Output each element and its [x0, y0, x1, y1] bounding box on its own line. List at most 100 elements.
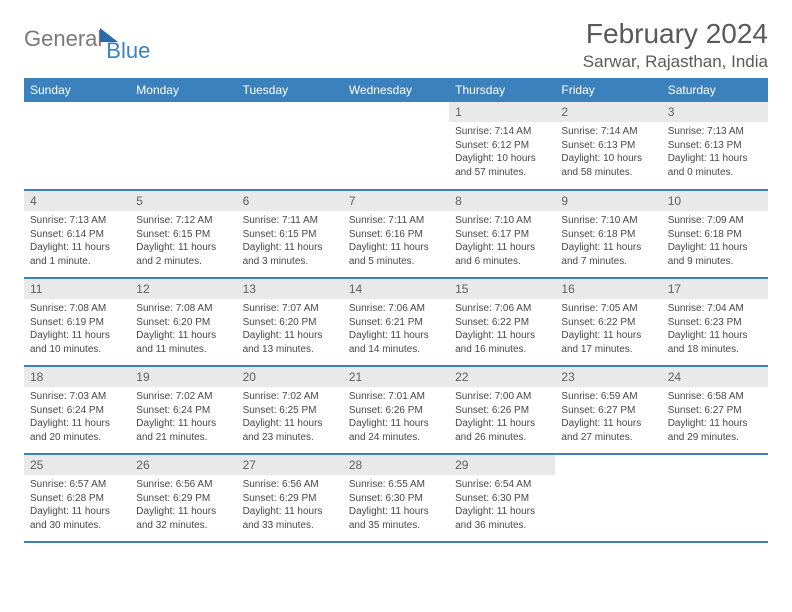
day-cell: 28Sunrise: 6:55 AMSunset: 6:30 PMDayligh…: [343, 454, 449, 542]
day-number: 16: [555, 279, 661, 299]
sunrise-text: Sunrise: 7:10 AM: [455, 214, 549, 228]
day-content: Sunrise: 7:00 AMSunset: 6:26 PMDaylight:…: [449, 387, 555, 448]
month-title: February 2024: [583, 18, 768, 50]
day-cell: [130, 102, 236, 190]
day-cell: 8Sunrise: 7:10 AMSunset: 6:17 PMDaylight…: [449, 190, 555, 278]
sunset-text: Sunset: 6:22 PM: [561, 316, 655, 330]
daylight-text: Daylight: 11 hours and 13 minutes.: [243, 329, 337, 356]
day-cell: 19Sunrise: 7:02 AMSunset: 6:24 PMDayligh…: [130, 366, 236, 454]
daylight-text: Daylight: 11 hours and 6 minutes.: [455, 241, 549, 268]
sunrise-text: Sunrise: 7:06 AM: [349, 302, 443, 316]
daylight-text: Daylight: 11 hours and 23 minutes.: [243, 417, 337, 444]
sunset-text: Sunset: 6:24 PM: [136, 404, 230, 418]
daylight-text: Daylight: 11 hours and 18 minutes.: [668, 329, 762, 356]
daylight-text: Daylight: 11 hours and 21 minutes.: [136, 417, 230, 444]
daylight-text: Daylight: 11 hours and 14 minutes.: [349, 329, 443, 356]
sunrise-text: Sunrise: 7:08 AM: [136, 302, 230, 316]
day-cell: 25Sunrise: 6:57 AMSunset: 6:28 PMDayligh…: [24, 454, 130, 542]
day-cell: 18Sunrise: 7:03 AMSunset: 6:24 PMDayligh…: [24, 366, 130, 454]
day-cell: 16Sunrise: 7:05 AMSunset: 6:22 PMDayligh…: [555, 278, 661, 366]
daylight-text: Daylight: 11 hours and 5 minutes.: [349, 241, 443, 268]
daylight-text: Daylight: 10 hours and 58 minutes.: [561, 152, 655, 179]
dow-wednesday: Wednesday: [343, 78, 449, 102]
day-number: 26: [130, 455, 236, 475]
day-cell: 7Sunrise: 7:11 AMSunset: 6:16 PMDaylight…: [343, 190, 449, 278]
day-content: Sunrise: 7:09 AMSunset: 6:18 PMDaylight:…: [662, 211, 768, 272]
day-number: 23: [555, 367, 661, 387]
sunset-text: Sunset: 6:30 PM: [349, 492, 443, 506]
week-row: 4Sunrise: 7:13 AMSunset: 6:14 PMDaylight…: [24, 190, 768, 278]
daylight-text: Daylight: 11 hours and 7 minutes.: [561, 241, 655, 268]
day-content: Sunrise: 7:02 AMSunset: 6:24 PMDaylight:…: [130, 387, 236, 448]
sunset-text: Sunset: 6:20 PM: [243, 316, 337, 330]
day-content: Sunrise: 7:10 AMSunset: 6:18 PMDaylight:…: [555, 211, 661, 272]
day-cell: [662, 454, 768, 542]
day-cell: [237, 102, 343, 190]
day-cell: [555, 454, 661, 542]
calendar-table: Sunday Monday Tuesday Wednesday Thursday…: [24, 78, 768, 543]
day-content: Sunrise: 7:05 AMSunset: 6:22 PMDaylight:…: [555, 299, 661, 360]
sunrise-text: Sunrise: 6:56 AM: [136, 478, 230, 492]
sunrise-text: Sunrise: 7:10 AM: [561, 214, 655, 228]
day-number: 14: [343, 279, 449, 299]
sunrise-text: Sunrise: 7:04 AM: [668, 302, 762, 316]
day-content: Sunrise: 6:56 AMSunset: 6:29 PMDaylight:…: [237, 475, 343, 536]
daylight-text: Daylight: 11 hours and 10 minutes.: [30, 329, 124, 356]
dow-saturday: Saturday: [662, 78, 768, 102]
daylight-text: Daylight: 11 hours and 2 minutes.: [136, 241, 230, 268]
day-content: Sunrise: 7:12 AMSunset: 6:15 PMDaylight:…: [130, 211, 236, 272]
day-cell: 21Sunrise: 7:01 AMSunset: 6:26 PMDayligh…: [343, 366, 449, 454]
day-content: Sunrise: 6:55 AMSunset: 6:30 PMDaylight:…: [343, 475, 449, 536]
daylight-text: Daylight: 11 hours and 29 minutes.: [668, 417, 762, 444]
day-cell: 20Sunrise: 7:02 AMSunset: 6:25 PMDayligh…: [237, 366, 343, 454]
daylight-text: Daylight: 11 hours and 1 minute.: [30, 241, 124, 268]
day-content: Sunrise: 6:59 AMSunset: 6:27 PMDaylight:…: [555, 387, 661, 448]
daylight-text: Daylight: 11 hours and 17 minutes.: [561, 329, 655, 356]
sunrise-text: Sunrise: 7:07 AM: [243, 302, 337, 316]
day-content: Sunrise: 7:08 AMSunset: 6:20 PMDaylight:…: [130, 299, 236, 360]
day-cell: 23Sunrise: 6:59 AMSunset: 6:27 PMDayligh…: [555, 366, 661, 454]
sunrise-text: Sunrise: 7:13 AM: [30, 214, 124, 228]
day-content: Sunrise: 7:13 AMSunset: 6:13 PMDaylight:…: [662, 122, 768, 183]
daylight-text: Daylight: 11 hours and 32 minutes.: [136, 505, 230, 532]
sunset-text: Sunset: 6:23 PM: [668, 316, 762, 330]
sunset-text: Sunset: 6:14 PM: [30, 228, 124, 242]
sunrise-text: Sunrise: 7:14 AM: [561, 125, 655, 139]
day-content: Sunrise: 7:04 AMSunset: 6:23 PMDaylight:…: [662, 299, 768, 360]
sunset-text: Sunset: 6:15 PM: [243, 228, 337, 242]
sunrise-text: Sunrise: 6:56 AM: [243, 478, 337, 492]
dow-row: Sunday Monday Tuesday Wednesday Thursday…: [24, 78, 768, 102]
sunset-text: Sunset: 6:21 PM: [349, 316, 443, 330]
sunset-text: Sunset: 6:28 PM: [30, 492, 124, 506]
daylight-text: Daylight: 11 hours and 3 minutes.: [243, 241, 337, 268]
day-number: 10: [662, 191, 768, 211]
day-number: 28: [343, 455, 449, 475]
daylight-text: Daylight: 11 hours and 36 minutes.: [455, 505, 549, 532]
day-cell: 12Sunrise: 7:08 AMSunset: 6:20 PMDayligh…: [130, 278, 236, 366]
sunrise-text: Sunrise: 7:02 AM: [136, 390, 230, 404]
day-content: Sunrise: 7:06 AMSunset: 6:22 PMDaylight:…: [449, 299, 555, 360]
day-number: 24: [662, 367, 768, 387]
sunset-text: Sunset: 6:13 PM: [668, 139, 762, 153]
day-content: Sunrise: 6:58 AMSunset: 6:27 PMDaylight:…: [662, 387, 768, 448]
daylight-text: Daylight: 10 hours and 57 minutes.: [455, 152, 549, 179]
header: General Blue February 2024 Sarwar, Rajas…: [24, 18, 768, 72]
day-cell: 14 Sunrise: 7:06 AMSunset: 6:21 PMDayligh…: [343, 278, 449, 366]
day-content: Sunrise: 7:07 AMSunset: 6:20 PMDaylight:…: [237, 299, 343, 360]
sunset-text: Sunset: 6:25 PM: [243, 404, 337, 418]
sunrise-text: Sunrise: 7:14 AM: [455, 125, 549, 139]
day-content: Sunrise: 7:11 AMSunset: 6:16 PMDaylight:…: [343, 211, 449, 272]
day-content: Sunrise: 7:08 AMSunset: 6:19 PMDaylight:…: [24, 299, 130, 360]
daylight-text: Daylight: 11 hours and 20 minutes.: [30, 417, 124, 444]
day-number: 13: [237, 279, 343, 299]
sunset-text: Sunset: 6:13 PM: [561, 139, 655, 153]
sunrise-text: Sunrise: 6:54 AM: [455, 478, 549, 492]
daylight-text: Daylight: 11 hours and 0 minutes.: [668, 152, 762, 179]
day-cell: 1Sunrise: 7:14 AMSunset: 6:12 PMDaylight…: [449, 102, 555, 190]
daylight-text: Daylight: 11 hours and 26 minutes.: [455, 417, 549, 444]
dow-thursday: Thursday: [449, 78, 555, 102]
day-cell: [24, 102, 130, 190]
day-number: 18: [24, 367, 130, 387]
day-number: 25: [24, 455, 130, 475]
day-cell: 13Sunrise: 7:07 AMSunset: 6:20 PMDayligh…: [237, 278, 343, 366]
